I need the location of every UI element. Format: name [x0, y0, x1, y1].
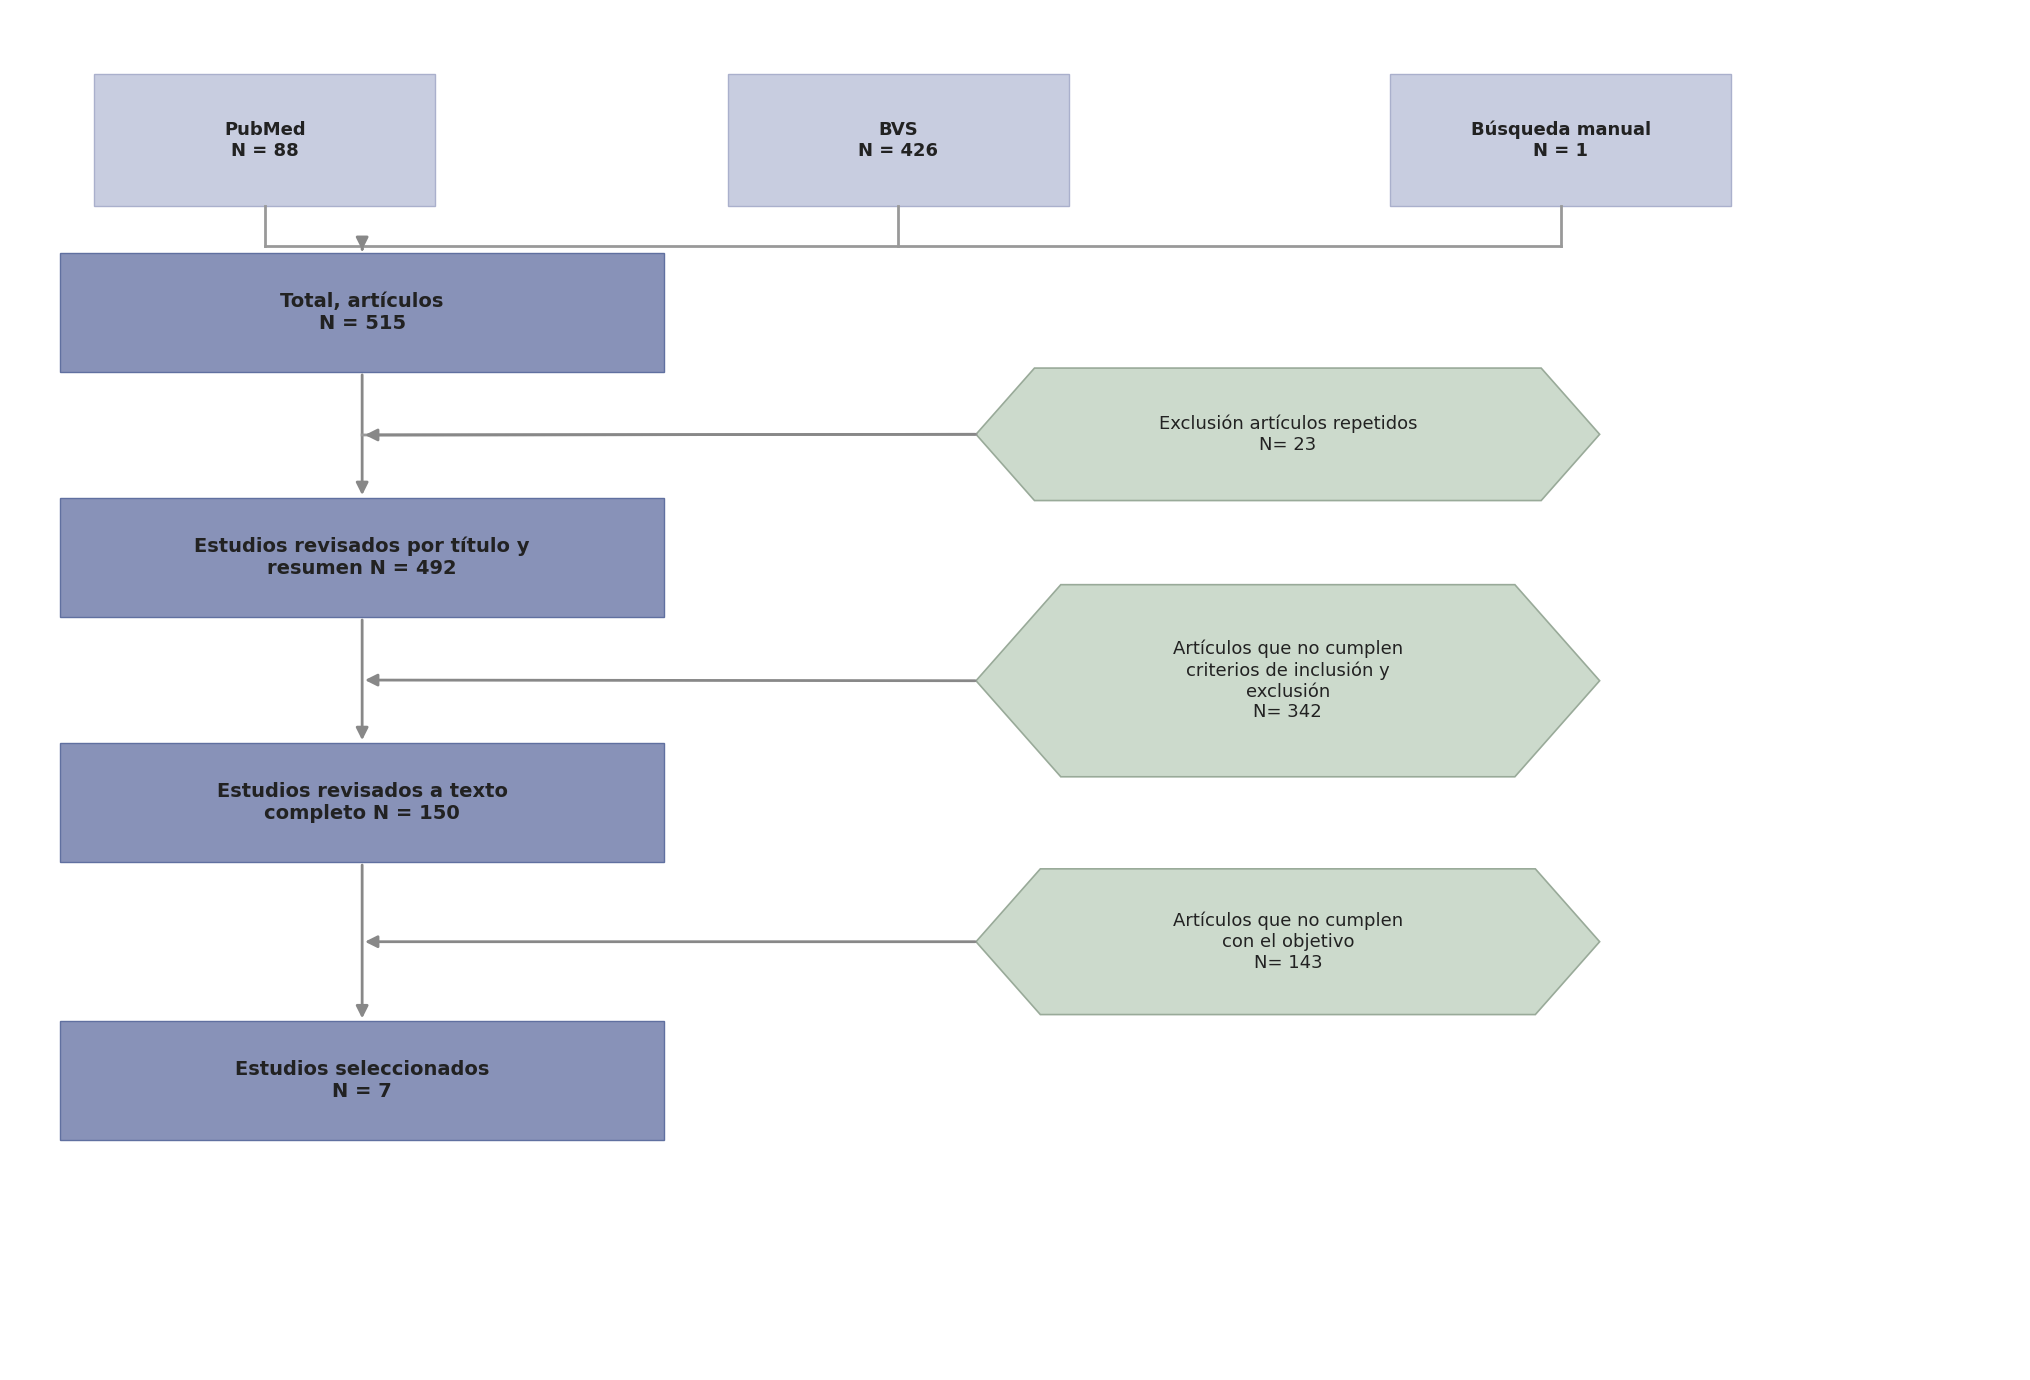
Text: Estudios revisados a texto
completo N = 150: Estudios revisados a texto completo N = …: [217, 782, 508, 822]
Text: BVS
N = 426: BVS N = 426: [859, 121, 938, 160]
FancyBboxPatch shape: [61, 253, 664, 373]
Text: Estudios revisados por título y
resumen N = 492: Estudios revisados por título y resumen …: [195, 537, 530, 578]
FancyBboxPatch shape: [61, 1021, 664, 1140]
Text: Búsqueda manual
N = 1: Búsqueda manual N = 1: [1470, 120, 1650, 160]
FancyBboxPatch shape: [61, 498, 664, 617]
FancyBboxPatch shape: [1391, 75, 1732, 207]
Text: PubMed
N = 88: PubMed N = 88: [223, 121, 307, 160]
FancyBboxPatch shape: [61, 742, 664, 862]
Text: Total, artículos
N = 515: Total, artículos N = 515: [280, 293, 445, 333]
Text: Exclusión artículos repetidos
N= 23: Exclusión artículos repetidos N= 23: [1159, 414, 1417, 454]
FancyBboxPatch shape: [727, 75, 1068, 207]
Polygon shape: [976, 585, 1600, 777]
Polygon shape: [976, 368, 1600, 501]
Text: Artículos que no cumplen
criterios de inclusión y
exclusión
N= 342: Artículos que no cumplen criterios de in…: [1173, 640, 1403, 722]
Text: Artículos que no cumplen
con el objetivo
N= 143: Artículos que no cumplen con el objetivo…: [1173, 912, 1403, 972]
Text: Estudios seleccionados
N = 7: Estudios seleccionados N = 7: [235, 1060, 489, 1101]
Polygon shape: [976, 869, 1600, 1014]
FancyBboxPatch shape: [93, 75, 434, 207]
